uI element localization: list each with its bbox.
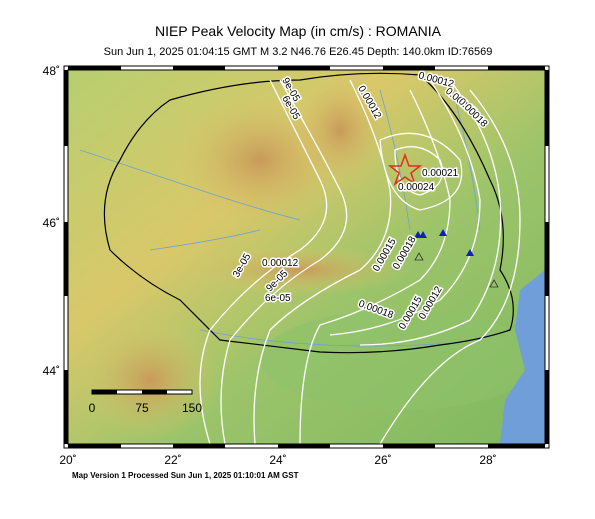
scale-label: 150	[182, 401, 202, 415]
scale-label: 0	[89, 401, 96, 415]
lat-label: 48˚	[43, 64, 60, 78]
frame	[63, 65, 550, 449]
lon-label: 20˚	[59, 453, 76, 467]
title: NIEP Peak Velocity Map (in cm/s) : ROMAN…	[155, 23, 442, 39]
contour-label: 0.00021	[422, 168, 459, 179]
lon-label: 28˚	[479, 453, 496, 467]
contour-label: 6e-05	[265, 293, 291, 304]
scale-label: 75	[135, 401, 149, 415]
contours	[199, 79, 521, 444]
contour-label: 0.00024	[398, 182, 435, 193]
contour-label: 0.00012	[262, 258, 299, 269]
lon-label: 26˚	[374, 453, 391, 467]
footer: Map Version 1 Processed Sun Jun 1, 2025 …	[72, 471, 299, 480]
lon-label: 24˚	[269, 453, 286, 467]
lon-label: 22˚	[164, 453, 181, 467]
epicenter	[387, 152, 423, 186]
map-area: 0.00012 0.00015 0.00018 9e-05 6e-05 0.00…	[68, 70, 545, 444]
scale-bar: 0 75 150	[89, 389, 202, 415]
stations	[414, 229, 474, 256]
subtitle: Sun Jun 1, 2025 01:04:15 GMT M 3.2 N46.7…	[104, 46, 493, 58]
lat-label: 46˚	[43, 216, 60, 230]
lat-label: 44˚	[43, 364, 60, 378]
